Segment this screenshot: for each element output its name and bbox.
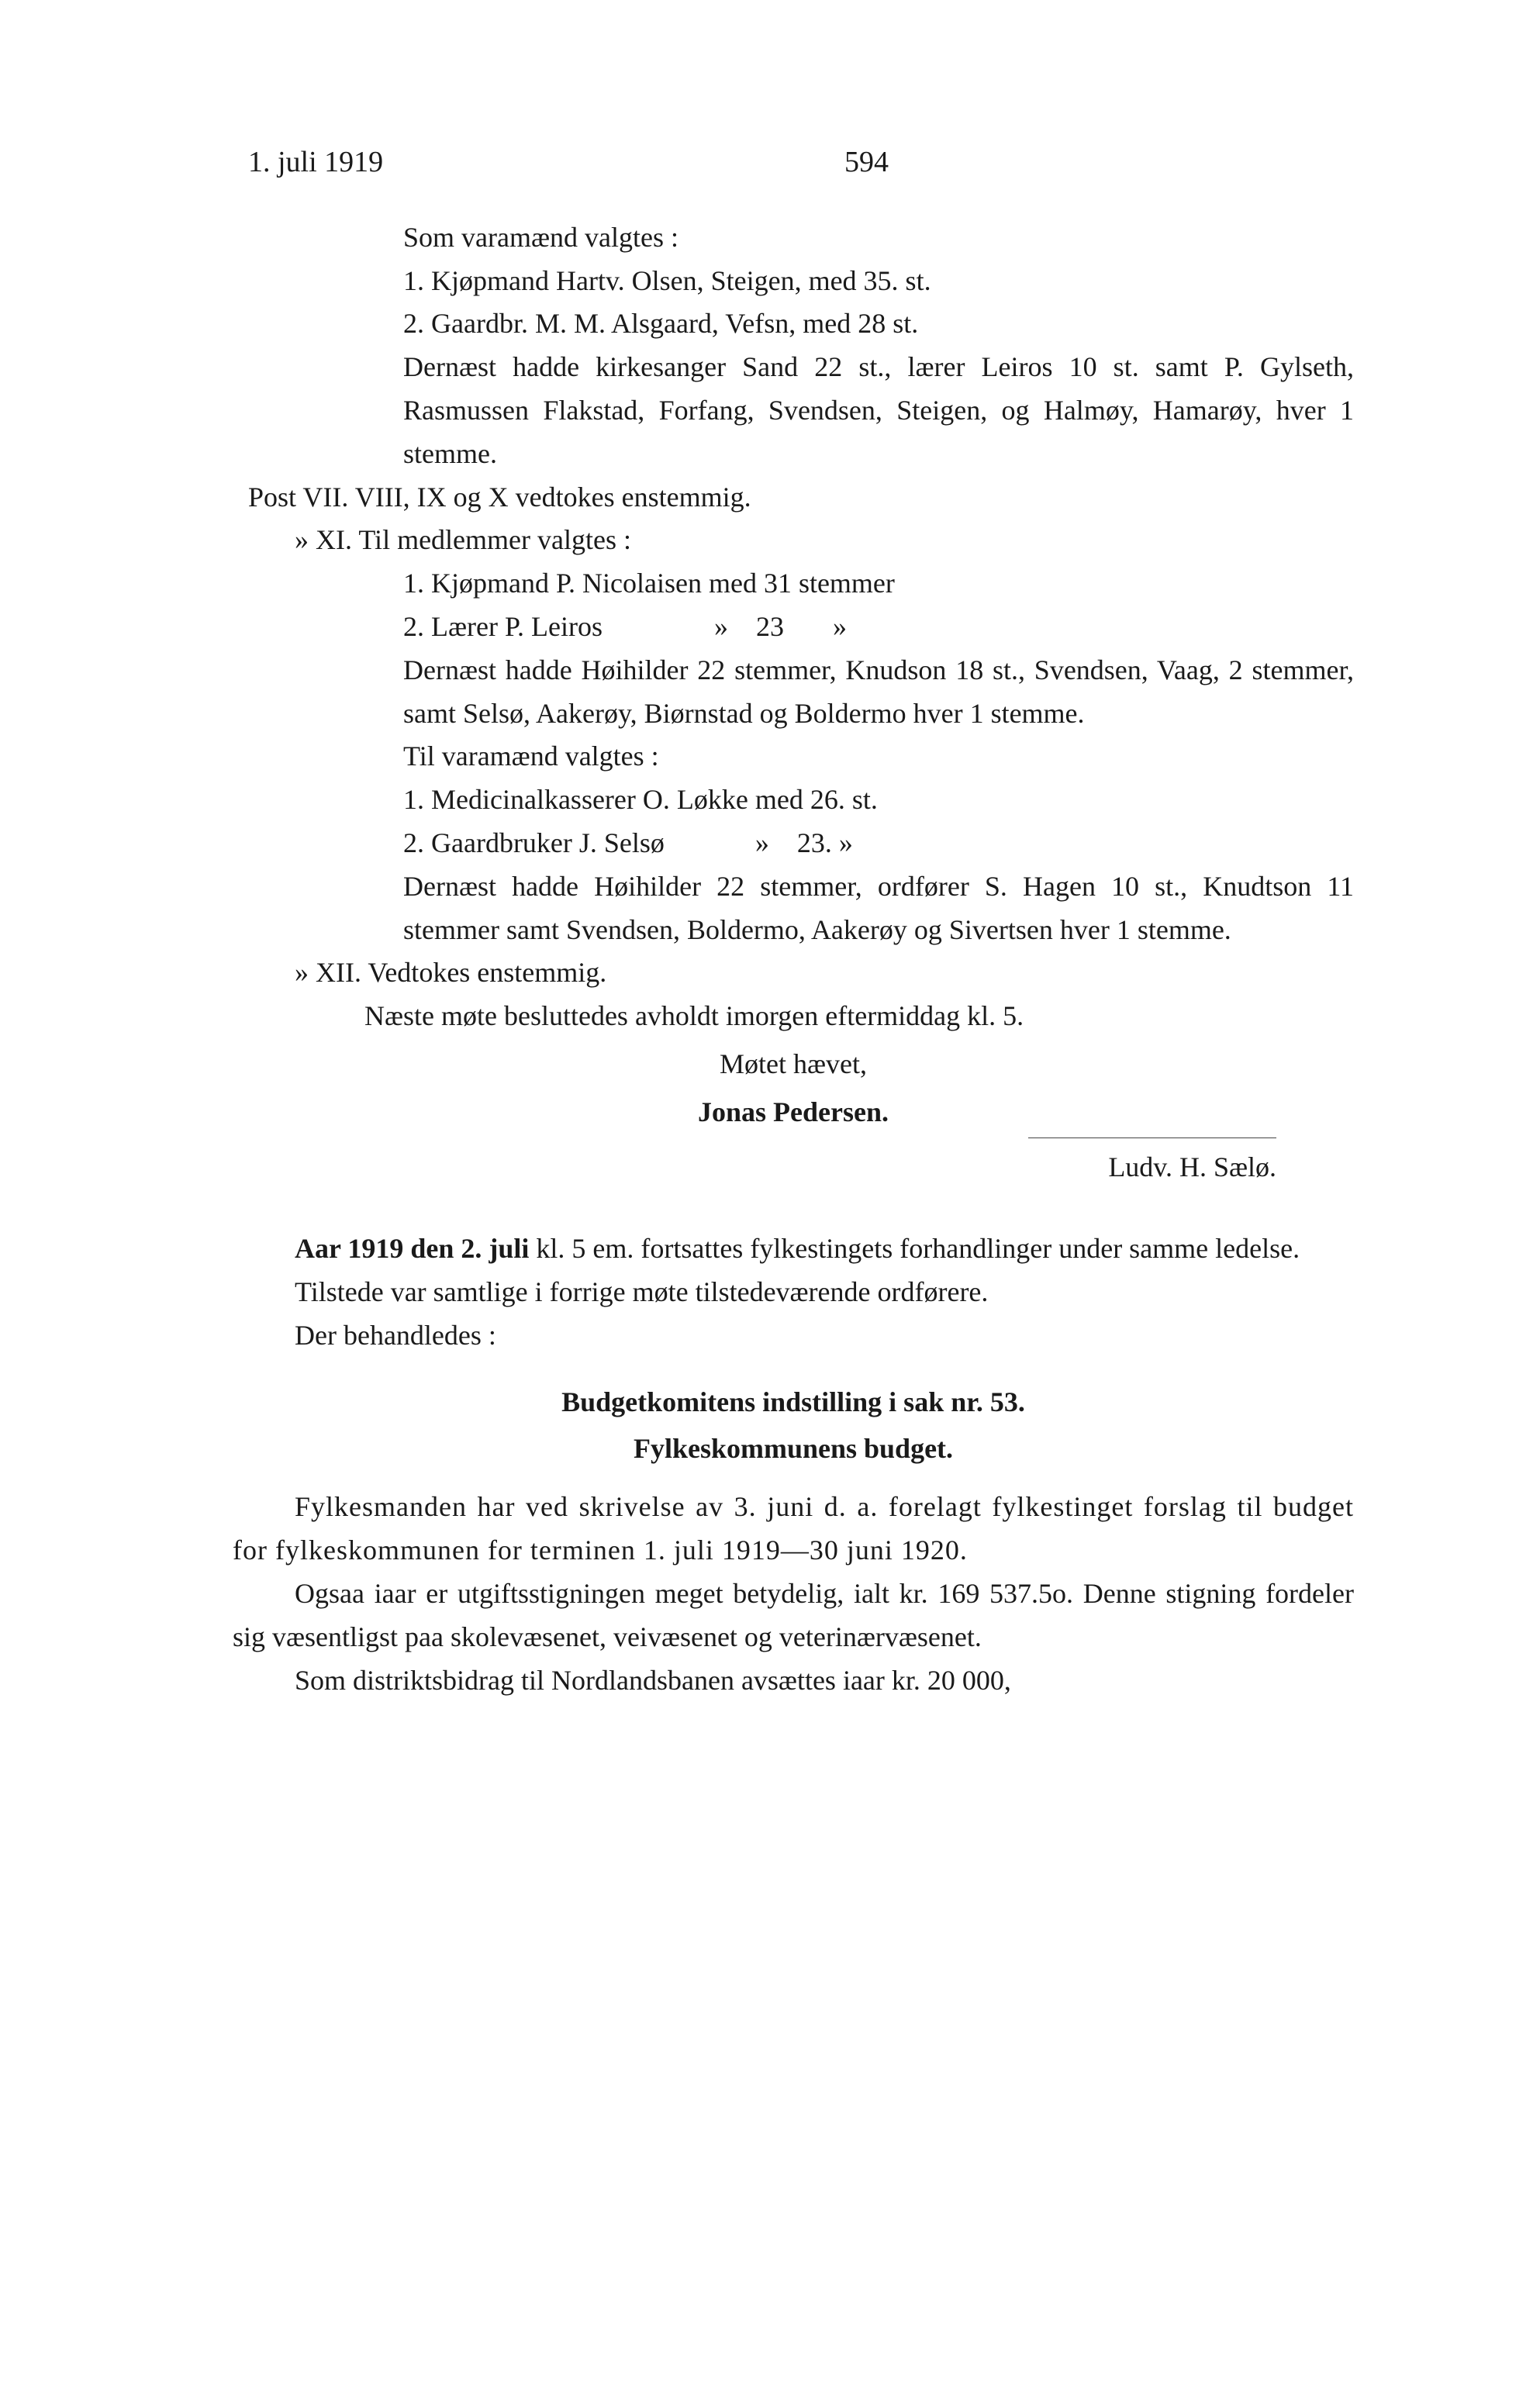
aar-paragraph: Aar 1919 den 2. juli kl. 5 em. fortsatte… (233, 1227, 1354, 1271)
budget-body: Fylkesmanden har ved skrivelse av 3. jun… (233, 1486, 1354, 1702)
signature-divider (1028, 1137, 1276, 1138)
xi-vara-intro: Til varamænd valgtes : (233, 735, 1354, 778)
vara-item-2: 2. Gaardbr. M. M. Alsgaard, Vefsn, med 2… (233, 302, 1354, 346)
naeste-mote-line: Næste møte besluttedes avholdt imorgen e… (233, 995, 1354, 1038)
xi-item-2: 2. Lærer P. Leiros » 23 » (233, 606, 1354, 649)
signature-2: Ludv. H. Sælø. (233, 1146, 1354, 1189)
xi-paragraph-1: Dernæst hadde Høihilder 22 stemmer, Knud… (233, 649, 1354, 736)
tilstede-line: Tilstede var samtlige i forrige møte til… (233, 1271, 1354, 1314)
xi-vara-item-1: 1. Medicinalkasserer O. Løkke med 26. st… (233, 778, 1354, 822)
header-page-number: 594 (844, 140, 889, 185)
post-vii-line: Post VII. VIII, IX og X vedtokes enstemm… (233, 476, 1354, 520)
page-header: 1. juli 1919 594 (233, 140, 1354, 185)
budget-subtitle: Fylkeskommunens budget. (233, 1427, 1354, 1471)
aar-bold-date: Aar 1919 den 2. juli (295, 1233, 529, 1264)
document-body: Som varamænd valgtes : 1. Kjøpmand Hartv… (233, 216, 1354, 1189)
post-xii-line: » XII. Vedtokes enstemmig. (233, 951, 1354, 995)
aar-1919-section: Aar 1919 den 2. juli kl. 5 em. fortsatte… (233, 1227, 1354, 1357)
xi-vara-item-2: 2. Gaardbruker J. Selsø » 23. » (233, 822, 1354, 865)
motet-haevet: Møtet hævet, (233, 1043, 1354, 1086)
vara-item-1: 1. Kjøpmand Hartv. Olsen, Steigen, med 3… (233, 260, 1354, 303)
budget-para-3: Som distriktsbidrag til Nordlandsbanen a… (233, 1659, 1354, 1703)
budget-para-1: Fylkesmanden har ved skrivelse av 3. jun… (233, 1486, 1354, 1572)
der-behandledes-line: Der behandledes : (233, 1314, 1354, 1358)
vara-paragraph-1: Dernæst hadde kirkesanger Sand 22 st., l… (233, 346, 1354, 475)
post-xi-line: » XI. Til medlemmer valgtes : (233, 519, 1354, 562)
varamaend-intro: Som varamænd valgtes : (233, 216, 1354, 260)
aar-rest-text: kl. 5 em. fortsattes fylkestingets forha… (529, 1233, 1300, 1264)
spacer (233, 1204, 1354, 1227)
signature-1: Jonas Pedersen. (233, 1091, 1354, 1134)
xi-vara-paragraph-1: Dernæst hadde Høihilder 22 stemmer, ordf… (233, 865, 1354, 952)
header-date: 1. juli 1919 (233, 140, 383, 185)
xi-item-1: 1. Kjøpmand P. Nicolaisen med 31 stemmer (233, 562, 1354, 606)
budget-para-2: Ogsaa iaar er utgiftsstigningen meget be… (233, 1572, 1354, 1659)
budget-title: Budgetkomitens indstilling i sak nr. 53. (233, 1381, 1354, 1424)
